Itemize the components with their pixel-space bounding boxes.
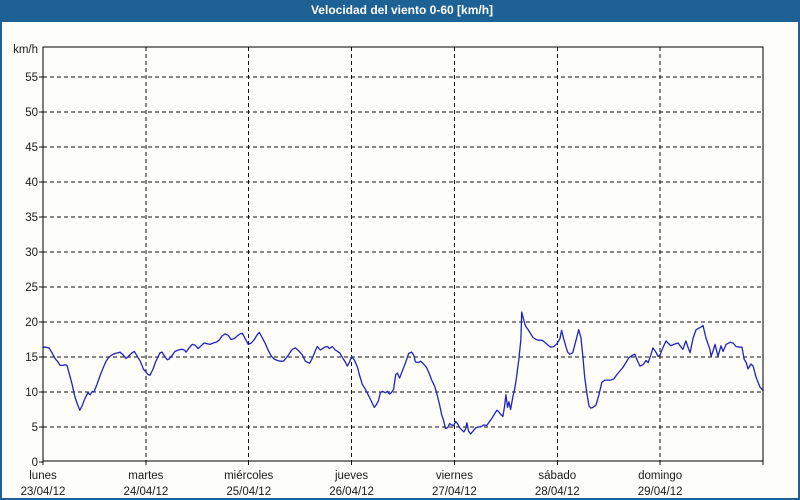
x-date-label: 24/04/12 xyxy=(123,486,168,498)
y-tick-label: 30 xyxy=(25,247,38,259)
y-tick-label: 50 xyxy=(25,107,38,119)
x-date-label: 28/04/12 xyxy=(535,486,580,498)
x-day-label: lunes xyxy=(29,470,57,482)
y-tick-label: 40 xyxy=(25,177,38,189)
y-tick-label: 10 xyxy=(25,387,38,399)
y-tick-label: 5 xyxy=(32,422,38,434)
x-day-label: viernes xyxy=(436,470,473,482)
x-date-label: 27/04/12 xyxy=(432,486,477,498)
x-day-label: sábado xyxy=(538,470,576,482)
x-date-label: 23/04/12 xyxy=(21,486,66,498)
x-day-label: miércoles xyxy=(224,470,273,482)
y-tick-label: 0 xyxy=(32,457,38,469)
x-date-label: 26/04/12 xyxy=(329,486,374,498)
plot-frame xyxy=(42,46,764,462)
x-day-label: domingo xyxy=(638,470,682,482)
y-tick-label: 55 xyxy=(25,72,38,84)
y-axis-unit-label: km/h xyxy=(13,44,38,56)
x-day-label: martes xyxy=(128,470,163,482)
y-tick-label: 25 xyxy=(25,282,38,294)
chart-title: Velocidad del viento 0-60 [km/h] xyxy=(310,3,494,17)
y-tick-label: 20 xyxy=(25,317,38,329)
x-day-label: jueves xyxy=(334,470,368,482)
y-tick-label: 35 xyxy=(25,212,38,224)
x-date-label: 29/04/12 xyxy=(638,486,683,498)
y-tick-label: 45 xyxy=(25,142,38,154)
x-date-label: 25/04/12 xyxy=(226,486,271,498)
wind-speed-line xyxy=(42,311,764,435)
y-tick-label: 15 xyxy=(25,352,38,364)
title-bar: Velocidad del viento 0-60 [km/h] xyxy=(2,2,798,22)
